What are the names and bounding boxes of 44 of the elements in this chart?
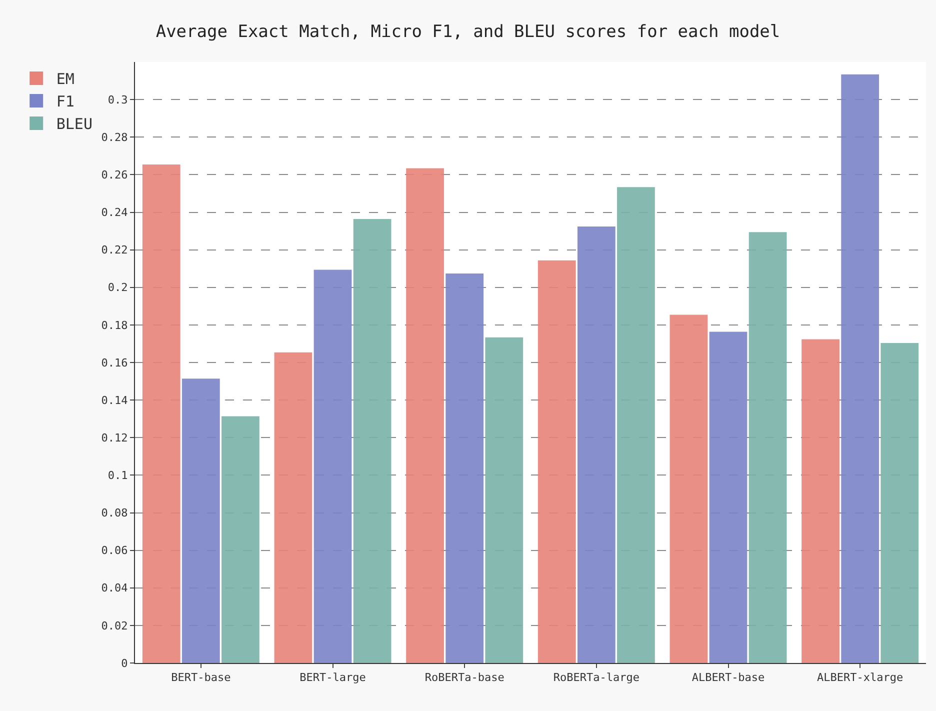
y-tick-label: 0.24 <box>101 206 128 220</box>
legend-label: BLEU <box>56 115 92 134</box>
y-tick-label: 0.18 <box>101 318 128 332</box>
bar <box>880 342 919 663</box>
legend-label: F1 <box>56 92 74 111</box>
x-tick-label: BERT-large <box>300 671 366 684</box>
x-tick-label: ALBERT-base <box>692 671 765 684</box>
x-tick-label: RoBERTa-large <box>553 671 640 684</box>
y-tick-label: 0.22 <box>101 244 128 257</box>
legend-label: EM <box>56 70 74 88</box>
bar <box>538 260 576 663</box>
x-tick-label: ALBERT-xlarge <box>817 671 904 684</box>
y-tick-label: 0.08 <box>101 506 128 520</box>
bar <box>182 378 220 663</box>
bar <box>802 339 840 663</box>
bar <box>841 74 880 663</box>
bar <box>314 270 352 663</box>
bar <box>222 416 260 663</box>
chart-title: Average Exact Match, Micro F1, and BLEU scores for each model <box>156 22 780 42</box>
y-tick-label: 0.14 <box>101 394 128 407</box>
y-tick-label: 0.16 <box>101 356 128 370</box>
bar <box>446 273 484 663</box>
bar <box>670 314 708 663</box>
y-tick-label: 0.26 <box>101 168 128 182</box>
x-tick-label: BERT-base <box>171 671 231 684</box>
bar <box>485 337 524 663</box>
bar <box>353 219 392 663</box>
y-tick-label: 0 <box>121 656 128 670</box>
y-tick-label: 0.02 <box>101 619 128 632</box>
bar <box>406 168 444 663</box>
bar <box>274 352 312 663</box>
bar <box>142 164 180 663</box>
bar <box>577 226 616 663</box>
y-tick-label: 0.04 <box>101 582 128 595</box>
y-tick-label: 0.12 <box>101 431 128 444</box>
y-tick-label: 0.2 <box>108 281 128 294</box>
bar <box>709 332 748 663</box>
bar <box>748 232 787 663</box>
bar <box>617 187 655 663</box>
y-tick-label: 0.1 <box>108 469 128 482</box>
y-tick-label: 0.3 <box>108 93 128 106</box>
y-tick-label: 0.06 <box>101 544 128 558</box>
y-tick-label: 0.28 <box>101 130 128 144</box>
x-tick-label: RoBERTa-base <box>424 671 504 684</box>
